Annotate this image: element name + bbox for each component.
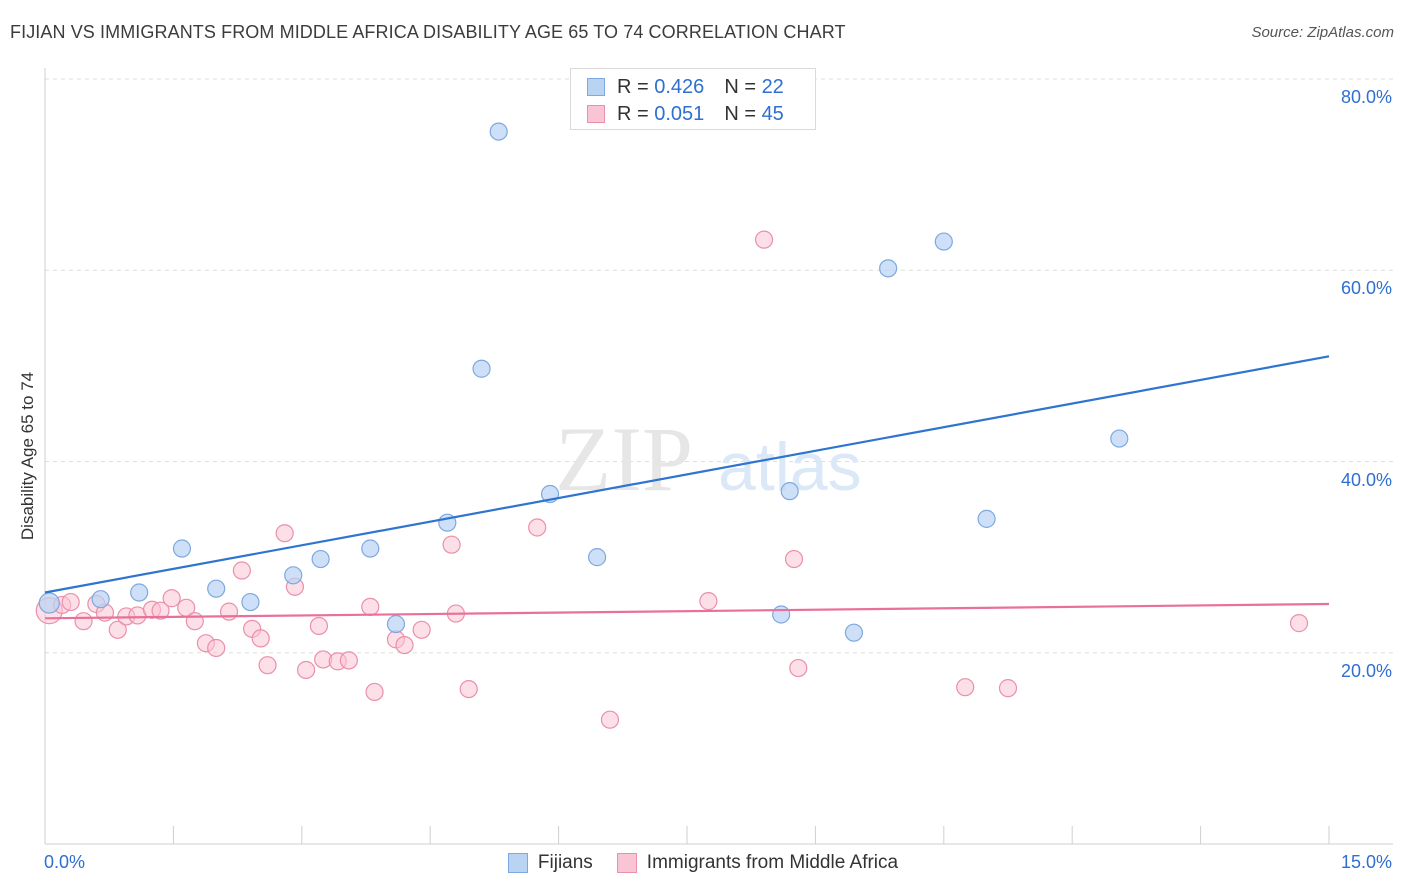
data-point-fijians	[207, 579, 226, 598]
data-point-immigrants	[365, 682, 384, 702]
data-point-fijians	[772, 605, 791, 624]
data-point-fijians	[386, 614, 406, 634]
data-point-immigrants	[361, 597, 380, 616]
legend-swatch-blue	[587, 78, 605, 96]
data-point-fijians	[1110, 429, 1129, 448]
data-point-immigrants	[339, 651, 358, 670]
data-point-immigrants	[1289, 614, 1309, 633]
r-value: 0.051	[654, 102, 705, 125]
data-point-fijians	[241, 592, 260, 612]
y-axis-label: Disability Age 65 to 74	[18, 371, 37, 541]
x-tick-label-min: 0.0%	[44, 852, 86, 872]
n-value: 22	[761, 75, 784, 98]
data-point-fijians	[284, 566, 303, 585]
data-point-fijians	[489, 122, 508, 141]
y-tick-label: 40.0%	[1340, 469, 1392, 490]
legend-swatch-pink	[616, 853, 637, 873]
data-point-fijians	[91, 590, 110, 609]
data-point-immigrants	[784, 549, 804, 569]
watermark: ZIP atlas	[555, 408, 862, 510]
data-point-immigrants	[309, 616, 329, 636]
data-point-immigrants	[251, 629, 270, 648]
data-point-fijians	[844, 623, 864, 642]
data-point-fijians	[361, 539, 380, 558]
axes	[44, 68, 1393, 845]
data-point-fijians	[588, 548, 607, 567]
data-point-immigrants	[956, 678, 975, 697]
series-fijians-points	[38, 122, 1129, 642]
data-point-immigrants	[108, 620, 127, 639]
data-point-fijians	[977, 509, 996, 528]
legend-label: Fijians	[537, 852, 593, 873]
x-ticks	[172, 826, 1330, 844]
legend-row-immigrants: R = 0.051 N = 45	[587, 101, 784, 127]
data-point-immigrants	[61, 592, 80, 612]
data-point-immigrants	[699, 592, 718, 611]
legend-item-fijians[interactable]: Fijians	[507, 852, 593, 874]
data-point-immigrants	[789, 658, 808, 678]
r-label: R =	[617, 75, 649, 98]
data-point-fijians	[38, 592, 60, 614]
legend-item-immigrants[interactable]: Immigrants from Middle Africa	[616, 852, 899, 874]
data-point-immigrants	[219, 602, 239, 621]
legend-swatch-pink	[587, 105, 605, 123]
r-value: 0.426	[654, 75, 705, 98]
data-point-immigrants	[151, 601, 170, 620]
data-point-immigrants	[528, 518, 547, 537]
data-point-fijians	[934, 232, 953, 251]
data-point-fijians	[172, 539, 192, 558]
data-point-immigrants	[600, 710, 620, 729]
data-point-immigrants	[275, 524, 294, 543]
trend-line-immigrants	[44, 602, 1330, 620]
data-point-immigrants	[296, 660, 316, 680]
data-point-immigrants	[162, 589, 181, 608]
data-point-fijians	[472, 359, 491, 378]
watermark-zip: ZIP	[555, 408, 693, 510]
data-point-immigrants	[232, 561, 251, 580]
chart-title: FIJIAN VS IMMIGRANTS FROM MIDDLE AFRICA …	[10, 22, 846, 42]
data-point-immigrants	[207, 638, 226, 658]
stats-legend: R = 0.426 N = 22 R = 0.051 N = 45	[570, 68, 816, 130]
data-point-immigrants	[754, 230, 774, 249]
legend-label: Immigrants from Middle Africa	[646, 852, 899, 873]
y-tick-label: 60.0%	[1340, 278, 1392, 299]
data-point-fijians	[311, 549, 330, 569]
data-point-immigrants	[74, 612, 93, 631]
n-label: N =	[724, 75, 756, 98]
data-point-fijians	[130, 583, 149, 602]
trend-lines	[44, 355, 1330, 620]
n-label: N =	[724, 102, 756, 125]
n-value: 45	[761, 102, 784, 125]
data-point-fijians	[879, 259, 898, 278]
trend-line-fijians	[44, 355, 1330, 594]
y-tick-label: 80.0%	[1340, 87, 1392, 107]
r-label: R =	[617, 102, 649, 125]
data-point-immigrants	[998, 679, 1018, 698]
data-point-immigrants	[442, 535, 461, 554]
legend-row-fijians: R = 0.426 N = 22	[587, 74, 784, 100]
legend-swatch-blue	[507, 853, 528, 873]
gridlines	[45, 78, 1393, 654]
data-point-immigrants	[395, 635, 414, 655]
y-tick-label: 20.0%	[1340, 660, 1392, 681]
data-point-immigrants	[258, 656, 277, 675]
source-label: Source: ZipAtlas.com	[1251, 24, 1394, 41]
data-point-immigrants	[185, 612, 204, 631]
x-tick-label-max: 15.0%	[1340, 852, 1392, 872]
data-point-fijians	[780, 482, 799, 501]
data-point-immigrants	[459, 679, 478, 699]
data-point-immigrants	[412, 620, 431, 639]
series-legend: Fijians Immigrants from Middle Africa	[0, 852, 1406, 874]
